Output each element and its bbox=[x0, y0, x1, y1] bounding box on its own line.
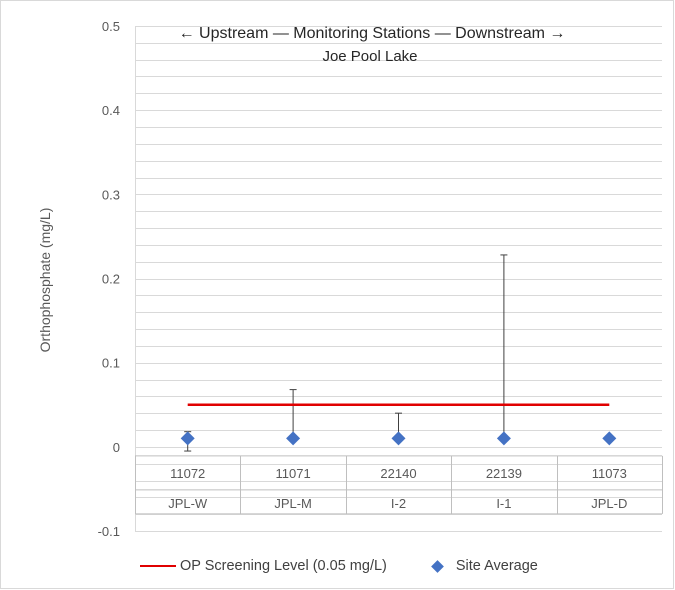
site-average-point bbox=[602, 431, 617, 446]
category-site-label: JPL-D bbox=[591, 496, 627, 511]
y-tick-label: 0.5 bbox=[102, 19, 120, 34]
category-table: 11072 11071 22140 22139 11073 JPL-W JPL-M I-2 I-… bbox=[135, 455, 663, 515]
y-tick-label: -0.1 bbox=[98, 524, 120, 539]
legend-label: OP Screening Level (0.05 mg/L) bbox=[180, 558, 387, 574]
y-axis-tick-labels: -0.1 0 0.1 0.2 0.3 0.4 0.5 bbox=[98, 19, 120, 539]
legend-diamond-swatch bbox=[431, 559, 444, 573]
y-tick-label: 0 bbox=[113, 440, 120, 455]
y-tick-label: 0.4 bbox=[102, 103, 120, 118]
y-axis-label: Orthophosphate (mg/L) bbox=[37, 208, 53, 353]
category-station-code: 22139 bbox=[486, 466, 522, 481]
site-average-point bbox=[496, 431, 511, 446]
legend-item-screening-level: OP Screening Level (0.05 mg/L) bbox=[140, 558, 387, 574]
y-tick-label: 0.2 bbox=[102, 272, 120, 287]
legend: OP Screening Level (0.05 mg/L) Site Aver… bbox=[140, 556, 578, 576]
category-site-label: I-2 bbox=[391, 496, 406, 511]
category-station-code: 22140 bbox=[380, 466, 416, 481]
category-site-label: JPL-W bbox=[168, 496, 208, 511]
y-tick-label: 0.1 bbox=[102, 356, 120, 371]
category-station-code: 11071 bbox=[276, 466, 311, 481]
site-average-point bbox=[180, 431, 195, 446]
site-average-point bbox=[391, 431, 406, 446]
data-marks bbox=[180, 254, 617, 452]
grid-lines bbox=[135, 26, 662, 532]
category-station-code: 11072 bbox=[170, 466, 205, 481]
chart-title-line1: ← Upstream — Monitoring Stations — Downs… bbox=[179, 25, 566, 42]
chart-title-line2: Joe Pool Lake bbox=[322, 48, 417, 65]
legend-line-swatch bbox=[140, 565, 176, 567]
category-station-code: 11073 bbox=[592, 466, 627, 481]
category-site-label: JPL-M bbox=[274, 496, 312, 511]
site-average-point bbox=[286, 431, 301, 446]
legend-label: Site Average bbox=[455, 558, 538, 574]
legend-item-site-average: Site Average bbox=[427, 558, 538, 574]
category-site-label: I-1 bbox=[496, 496, 511, 511]
y-tick-label: 0.3 bbox=[102, 187, 120, 202]
